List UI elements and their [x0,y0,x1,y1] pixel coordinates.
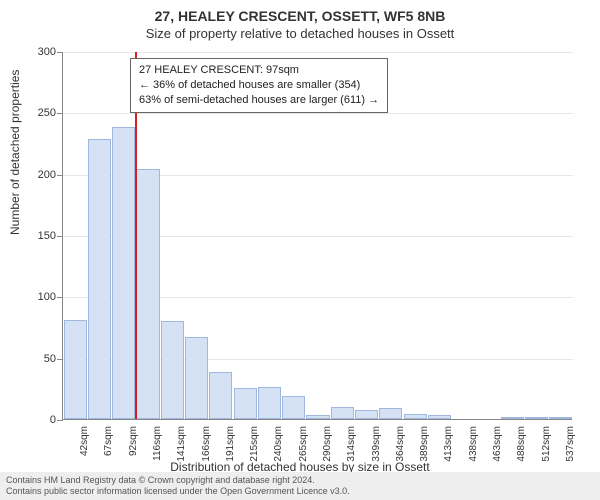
bar [258,387,281,419]
chart-subtitle: Size of property relative to detached ho… [0,24,600,41]
footer-line1: Contains HM Land Registry data © Crown c… [6,475,594,486]
y-tick-label: 200 [26,169,56,181]
bar [282,396,305,419]
y-tick-label: 150 [26,230,56,242]
y-tick [57,113,63,114]
y-tick [57,175,63,176]
bar [525,417,548,419]
footer: Contains HM Land Registry data © Crown c… [0,472,600,500]
y-tick-label: 250 [26,107,56,119]
chart-area: 05010015020025030042sqm67sqm92sqm116sqm1… [62,52,572,420]
bar [88,139,111,419]
chart-title: 27, HEALEY CRESCENT, OSSETT, WF5 8NB [0,0,600,24]
y-tick-label: 100 [26,291,56,303]
bar [501,417,524,419]
bar [64,320,87,419]
y-tick-label: 300 [26,46,56,58]
y-tick [57,236,63,237]
y-tick [57,52,63,53]
bar [136,169,159,419]
y-tick-label: 50 [26,353,56,365]
bar [234,388,257,419]
grid-line [63,113,573,114]
y-tick-label: 0 [26,414,56,426]
y-tick [57,297,63,298]
bar [331,407,354,419]
y-axis-title: Number of detached properties [8,70,22,235]
bar [161,321,184,419]
y-tick [57,359,63,360]
annotation-box: 27 HEALEY CRESCENT: 97sqm ← 36% of detac… [130,58,388,113]
bar [209,372,232,419]
annotation-line2: ← 36% of detached houses are smaller (35… [139,78,379,93]
y-tick [57,420,63,421]
annotation-line1: 27 HEALEY CRESCENT: 97sqm [139,63,379,78]
bar [306,415,329,419]
bar [428,415,451,419]
footer-line2: Contains public sector information licen… [6,486,594,497]
grid-line [63,52,573,53]
bar [379,408,402,419]
annotation-line3: 63% of semi-detached houses are larger (… [139,93,379,108]
bar [404,414,427,419]
bar [549,417,572,419]
bar [355,410,378,419]
bar [112,127,135,419]
bar [185,337,208,419]
